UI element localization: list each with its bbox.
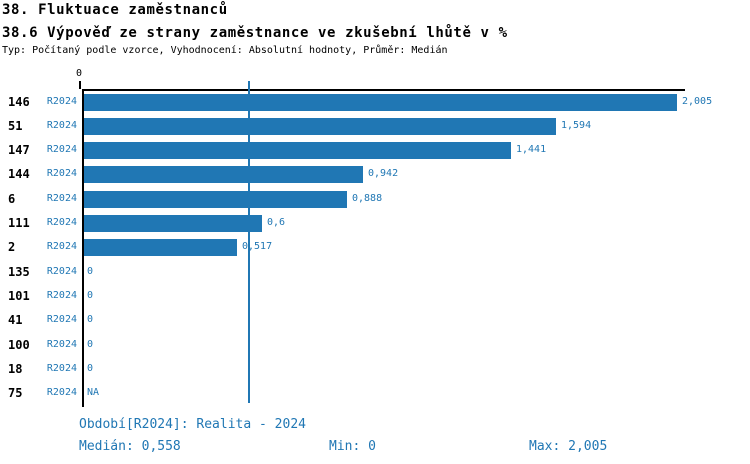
bar-value-label: 1,594	[561, 120, 592, 131]
bar-value-label: 0,942	[368, 168, 399, 179]
bar-value-label: 0	[87, 339, 94, 350]
footer-max-stat: Max: 2,005	[529, 439, 608, 454]
chart-row: 101 R2024 0	[0, 284, 750, 308]
chart-row: 51 R2024 1,594	[0, 114, 750, 138]
y-axis-line	[82, 89, 84, 407]
chart-row: 6 R2024 0,888	[0, 187, 750, 211]
value-bar	[84, 166, 363, 183]
row-series-label: R2024	[46, 120, 77, 131]
row-id-label: 147	[8, 143, 30, 157]
row-id-label: 18	[8, 362, 23, 376]
row-id-label: 75	[8, 386, 23, 400]
bar-value-label: 2,005	[682, 96, 713, 107]
chart-row: 2 R2024 0,517	[0, 235, 750, 259]
zero-tick-label: 0	[75, 68, 83, 79]
value-bar	[84, 142, 511, 159]
row-series-label: R2024	[46, 387, 77, 398]
row-id-label: 146	[8, 95, 30, 109]
chart-row: 18 R2024 0	[0, 357, 750, 381]
bar-value-label: 0,6	[267, 217, 286, 228]
row-series-label: R2024	[46, 290, 77, 301]
row-id-label: 51	[8, 119, 23, 133]
chart-row: 75 R2024 NA	[0, 381, 750, 405]
row-id-label: 101	[8, 289, 30, 303]
bar-value-label: 0,517	[242, 241, 273, 252]
row-id-label: 144	[8, 167, 30, 181]
row-series-label: R2024	[46, 314, 77, 325]
value-bar	[84, 94, 677, 111]
chart-row: 147 R2024 1,441	[0, 138, 750, 162]
bar-value-label: 0	[87, 314, 94, 325]
value-bar	[84, 239, 237, 256]
row-series-label: R2024	[46, 339, 77, 350]
bar-value-label: 0	[87, 290, 94, 301]
row-series-label: R2024	[46, 144, 77, 155]
footer-period: Období[R2024]: Realita - 2024	[79, 417, 306, 432]
value-bar	[84, 215, 262, 232]
bar-value-label: NA	[87, 387, 100, 398]
chart-row: 41 R2024 0	[0, 308, 750, 332]
x-axis-baseline	[82, 89, 685, 91]
value-bar	[84, 118, 556, 135]
row-id-label: 135	[8, 265, 30, 279]
chart-subtitle: Typ: Počítaný podle vzorce, Vyhodnocení:…	[2, 45, 448, 56]
row-id-label: 2	[8, 240, 16, 254]
row-series-label: R2024	[46, 96, 77, 107]
value-bar	[84, 191, 347, 208]
row-id-label: 100	[8, 338, 30, 352]
footer-median-stat: Medián: 0,558	[79, 439, 181, 454]
row-series-label: R2024	[46, 363, 77, 374]
chart-row: 144 R2024 0,942	[0, 162, 750, 186]
row-series-label: R2024	[46, 241, 77, 252]
bar-value-label: 0	[87, 363, 94, 374]
chart-title: 38.6 Výpověď ze strany zaměstnance ve zk…	[2, 25, 508, 41]
row-series-label: R2024	[46, 193, 77, 204]
row-series-label: R2024	[46, 266, 77, 277]
zero-tick	[79, 81, 81, 89]
bar-value-label: 0,888	[352, 193, 383, 204]
chart-row: 100 R2024 0	[0, 333, 750, 357]
row-id-label: 6	[8, 192, 16, 206]
footer-min-stat: Min: 0	[329, 439, 376, 454]
bar-value-label: 0	[87, 266, 94, 277]
row-id-label: 111	[8, 216, 30, 230]
chart-row: 111 R2024 0,6	[0, 211, 750, 235]
chart-row: 146 R2024 2,005	[0, 90, 750, 114]
bar-value-label: 1,441	[516, 144, 547, 155]
row-id-label: 41	[8, 313, 23, 327]
row-series-label: R2024	[46, 217, 77, 228]
report-title: 38. Fluktuace zaměstnanců	[2, 2, 228, 18]
median-line	[248, 81, 250, 403]
row-series-label: R2024	[46, 168, 77, 179]
chart-row: 135 R2024 0	[0, 260, 750, 284]
